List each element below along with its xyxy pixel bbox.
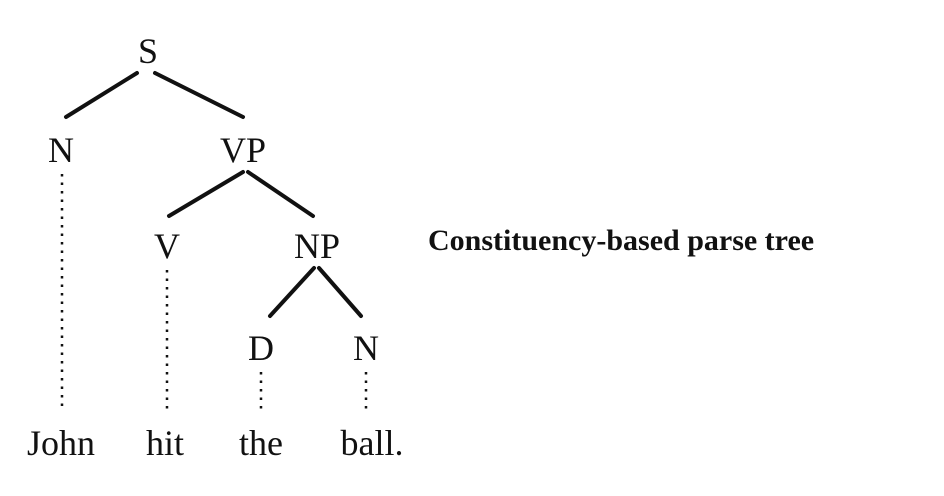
diagram-caption: Constituency-based parse tree — [428, 224, 815, 257]
node-n-object: N — [353, 328, 379, 368]
edge-s-vp — [153, 71, 245, 119]
node-np: NP — [294, 226, 340, 266]
node-s: S — [138, 31, 158, 71]
word-ball: ball. — [341, 423, 404, 463]
edge-vp-v — [167, 170, 245, 218]
tree-branches — [64, 71, 363, 318]
edge-np-d — [268, 266, 316, 318]
node-d: D — [248, 328, 274, 368]
word-hit: hit — [146, 423, 184, 463]
node-n-subject: N — [48, 130, 74, 170]
node-labels: S N VP V NP D N — [48, 31, 379, 368]
node-vp: VP — [220, 130, 266, 170]
edge-np-n — [317, 266, 363, 318]
word-john: John — [27, 423, 95, 463]
edge-vp-np — [246, 170, 315, 218]
lexical-links — [60, 174, 368, 412]
node-v: V — [154, 226, 180, 266]
edge-s-n — [64, 71, 139, 119]
sentence-words: John hit the ball. — [27, 423, 404, 463]
word-the: the — [239, 423, 283, 463]
